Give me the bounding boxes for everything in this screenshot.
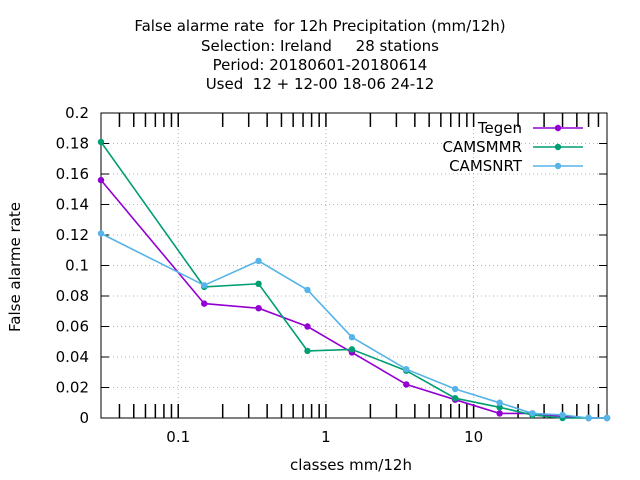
data-point	[255, 257, 262, 265]
chart-title-line-4: Used 12 + 12-00 18-06 24-12	[205, 75, 435, 93]
data-point	[97, 138, 105, 146]
y-axis-label: False alarme rate	[6, 202, 24, 332]
data-point	[529, 410, 536, 417]
data-point	[603, 414, 611, 422]
y-tick-label: 0.18	[56, 135, 89, 153]
data-point	[97, 176, 105, 184]
x-tick-label: 1	[321, 428, 331, 446]
legend-label: CAMSNRT	[449, 157, 523, 175]
data-point	[304, 323, 311, 330]
y-tick-label: 0.04	[56, 348, 89, 366]
legend-marker	[554, 143, 562, 151]
data-point	[496, 410, 503, 417]
data-point	[201, 300, 208, 307]
data-point	[496, 399, 503, 406]
chart-title-line-2: Selection: Ireland 28 stations	[201, 37, 439, 55]
data-point	[451, 385, 459, 393]
series-line	[100, 232, 607, 419]
y-tick-label: 0.16	[56, 165, 89, 183]
data-point	[304, 347, 311, 355]
legend-label: CAMSMMR	[442, 138, 522, 156]
y-tick-label: 0	[79, 409, 89, 427]
y-tick-label: 0.06	[56, 318, 89, 336]
data-point	[559, 411, 566, 419]
legend-marker	[554, 162, 562, 170]
y-tick-label: 0.14	[56, 196, 89, 214]
y-tick-label: 0.12	[56, 226, 89, 244]
chart-title-line-3: Period: 20180601-20180614	[212, 56, 428, 74]
legend-marker	[554, 124, 562, 132]
data-point	[403, 366, 410, 373]
y-tick-label: 0.2	[65, 104, 89, 122]
axis-ticks: 0 0.02 0.04 0.06 0.08 0.1 0.12 0.14 0.16 0.18 0.2 0…	[56, 104, 607, 446]
data-point	[403, 381, 410, 388]
data-point	[201, 282, 208, 289]
x-tick-label: 0.1	[166, 428, 190, 446]
series-line	[100, 141, 607, 419]
x-axis-label: classes mm/12h	[290, 456, 412, 474]
data-point	[255, 280, 262, 287]
series-layer	[97, 138, 611, 422]
chart-title-line-1: False alarme rate for 12h Precipitation …	[134, 17, 506, 35]
data-point	[255, 305, 262, 312]
y-tick-label: 0.08	[56, 287, 89, 305]
series-line	[100, 179, 607, 419]
legend-label: Tegen	[477, 119, 522, 137]
series-camsnrt	[97, 230, 611, 422]
series-tegen	[97, 176, 611, 422]
data-point	[348, 333, 356, 341]
data-point	[97, 230, 105, 237]
series-camsmmr	[97, 138, 611, 422]
grid	[101, 113, 607, 418]
y-tick-label: 0.02	[56, 379, 89, 397]
data-point	[451, 394, 459, 402]
data-point	[585, 414, 592, 422]
data-point	[304, 286, 311, 294]
y-tick-label: 0.1	[65, 257, 89, 275]
x-tick-label: 10	[464, 428, 483, 446]
data-point	[496, 404, 503, 411]
data-point	[348, 346, 356, 353]
